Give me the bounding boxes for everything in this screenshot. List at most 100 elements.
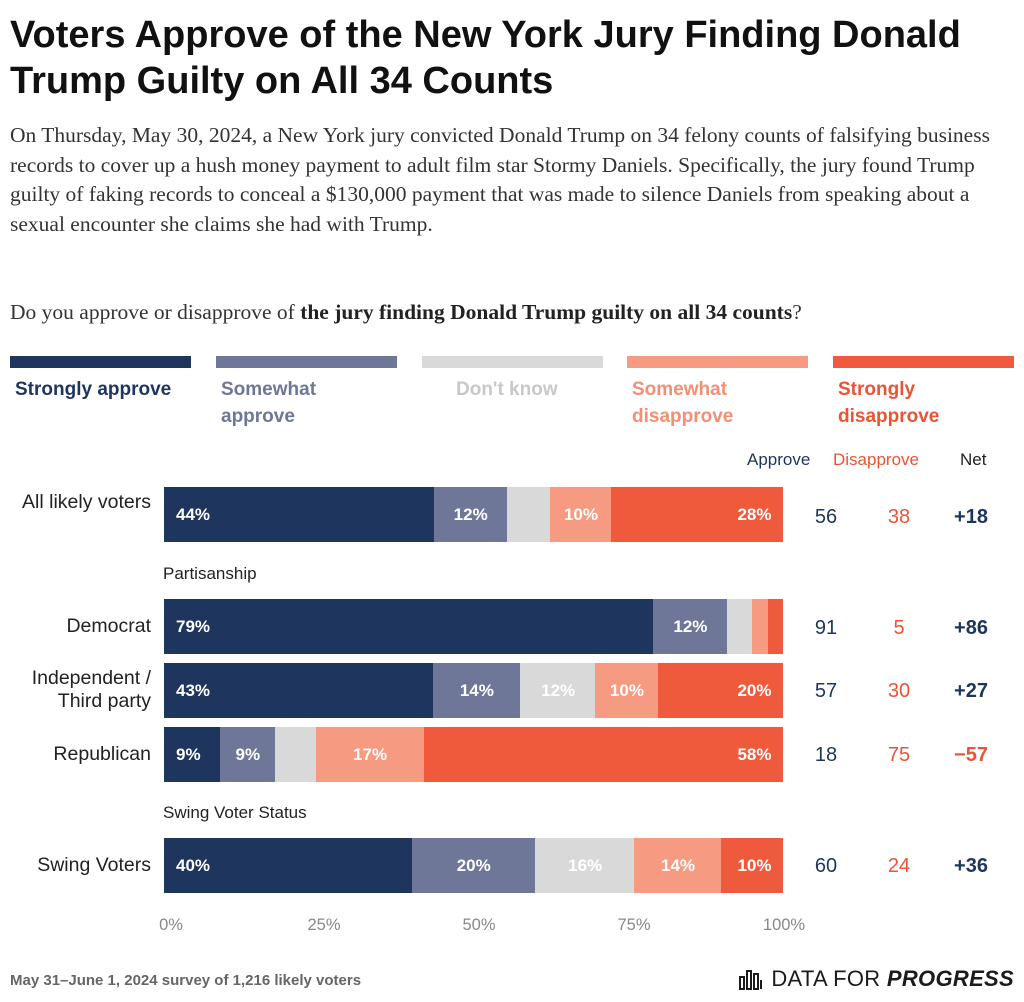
bar-value-label: 10% [737,855,772,875]
bar-segment-somewhat-disapprove: 14% [634,838,722,893]
legend-swatch [216,356,397,368]
x-tick-label: 0% [159,916,183,934]
disapprove-value: 5 [893,617,905,639]
bar-value-label: 43% [176,680,211,700]
bar-segment-strongly-disapprove: 28% [611,487,784,542]
chart-description: On Thursday, May 30, 2024, a New York ju… [10,123,990,236]
group-label-swing-voter-status: Swing Voter Status [163,803,307,822]
row-label-swing-voters: Swing Voters [37,854,151,876]
legend-label: Strongly disapprove [838,379,940,427]
legend-label: Somewhat approve [221,379,317,427]
bar-segment-dont-know [275,727,317,782]
bar-row-democrat: 79% 12% [164,599,784,654]
bar-value-label: 58% [737,744,772,764]
legend-item-dont-know: Don't know [422,356,603,403]
bar-value-label: 12% [673,616,708,636]
net-value: +36 [954,855,988,877]
bar-value-label: 20% [456,855,491,875]
bar-segment-somewhat-disapprove: 17% [315,727,425,782]
net-value: +27 [954,680,988,702]
x-tick-label: 50% [462,916,496,934]
bar-segment-strongly-disapprove: 10% [721,838,784,893]
chart-title: Voters Approve of the New York Jury Find… [10,14,961,102]
bar-value-label: 9% [176,744,201,764]
bar-value-label: 17% [353,744,388,764]
bar-row-all-likely-voters: 44% 12% 10% 28% [164,487,784,542]
bar-row-republican: 9% 9% 17% 58% [164,727,784,782]
bar-value-label: 44% [176,504,211,524]
disapprove-value: 24 [887,855,911,877]
row-label-democrat: Democrat [66,615,151,637]
survey-question: Do you approve or disapprove of the jury… [10,297,1014,327]
approve-value: 18 [814,744,838,766]
bar-segment-dont-know: 12% [520,663,596,718]
column-header-net: Net [960,450,987,469]
bar-value-label: 14% [661,855,696,875]
bar-segment-strongly-approve: 44% [164,487,435,542]
bar-value-label: 28% [737,504,772,524]
approve-value: 60 [814,855,838,877]
legend-label: Don't know [456,379,558,400]
legend-swatch [627,356,808,368]
bar-segment-dont-know [507,487,551,542]
approve-value: 57 [814,680,838,702]
group-label-partisanship: Partisanship [163,564,257,583]
bar-value-label: 79% [176,616,211,636]
bar-value-label: 16% [568,855,603,875]
bar-row-independent: 43% 14% 12% 10% 20% [164,663,784,718]
bar-segment-strongly-approve: 79% [164,599,654,654]
bar-segment-strongly-approve: 40% [164,838,413,893]
bar-value-label: 12% [541,680,576,700]
legend-item-strongly-approve: Strongly approve [10,356,191,403]
bar-segment-somewhat-approve: 12% [433,487,508,542]
bar-row-swing-voters: 40% 20% 16% 14% 10% [164,838,784,893]
bar-segment-strongly-disapprove: 58% [423,727,784,782]
brand-wordmark: DATA FOR PROGRESS [771,966,1014,992]
bar-segment-somewhat-approve: 9% [219,727,276,782]
row-label-independent: Independent / Third party [31,667,151,712]
disapprove-value: 38 [887,506,911,528]
bar-segment-somewhat-disapprove: 10% [595,663,659,718]
legend-item-somewhat-disapprove: Somewhat disapprove [627,356,808,430]
legend-swatch [833,356,1014,368]
bar-chart-icon [739,970,763,990]
bar-value-label: 9% [235,744,261,764]
question-emphasis: the jury finding Donald Trump guilty on … [300,300,793,324]
legend-label: Strongly approve [15,379,172,400]
disapprove-value: 30 [887,680,911,702]
bar-value-label: 20% [737,680,772,700]
bar-segment-somewhat-disapprove: 10% [550,487,612,542]
x-tick-label: 25% [307,916,341,934]
bar-segment-strongly-disapprove [767,599,784,654]
net-value: +86 [954,617,988,639]
bar-value-label: 10% [609,680,644,700]
bar-segment-strongly-approve: 43% [164,663,434,718]
bar-value-label: 14% [459,680,494,700]
brand-prefix: DATA FOR [771,966,887,991]
bar-segment-somewhat-approve: 12% [653,599,728,654]
question-prefix: Do you approve or disapprove of [10,300,301,324]
bar-segment-strongly-approve: 9% [164,727,221,782]
disapprove-value: 75 [887,744,911,766]
bar-value-label: 40% [176,855,211,875]
bar-segment-strongly-disapprove: 20% [657,663,784,718]
bar-segment-dont-know [727,599,753,654]
survey-footnote: May 31–June 1, 2024 survey of 1,216 like… [10,972,362,989]
row-label-republican: Republican [53,743,151,765]
brand-strong: PROGRESS [886,966,1014,991]
bar-segment-somewhat-approve: 14% [432,663,521,718]
approve-value: 56 [814,506,838,528]
legend-swatch [422,356,603,368]
column-header-disapprove: Disapprove [833,450,919,469]
legend-item-somewhat-approve: Somewhat approve [216,356,397,430]
bar-segment-dont-know: 16% [535,838,635,893]
bar-segment-somewhat-approve: 20% [411,838,536,893]
bar-value-label: 10% [563,504,598,524]
legend-swatch [10,356,191,368]
x-tick-label: 100% [762,916,806,934]
approve-value: 91 [814,617,838,639]
legend-item-strongly-disapprove: Strongly disapprove [833,356,1014,430]
legend-label: Somewhat disapprove [632,379,734,427]
column-header-approve: Approve [747,450,811,469]
question-suffix: ? [792,300,802,324]
